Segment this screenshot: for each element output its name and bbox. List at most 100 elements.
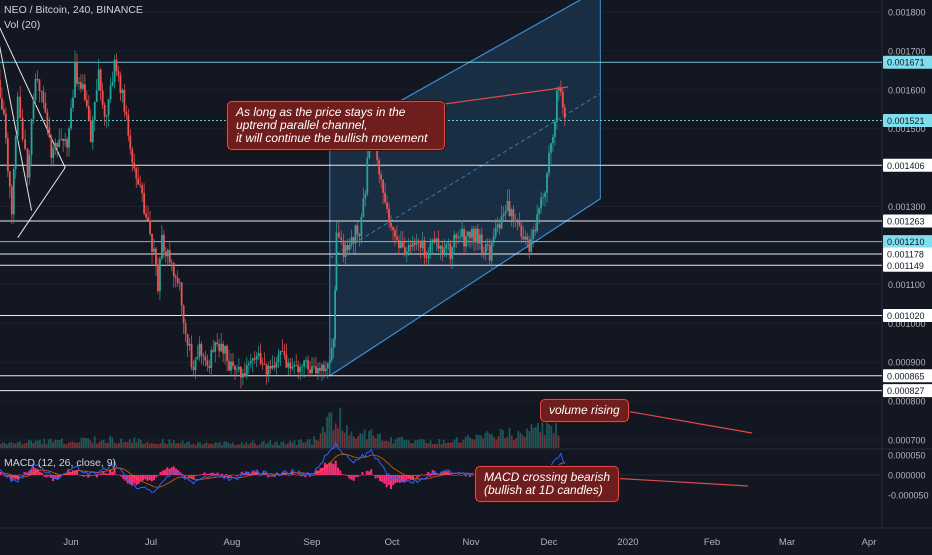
- volume-bar: [311, 444, 313, 448]
- macd-histogram-bar: [466, 474, 469, 476]
- macd-histogram-bar: [420, 474, 423, 475]
- candle-body: [463, 229, 465, 247]
- candle-body: [123, 90, 126, 112]
- volume-bar: [532, 428, 535, 448]
- candle-body: [328, 360, 331, 364]
- candle-body: [113, 59, 116, 82]
- candle-body: [415, 240, 418, 245]
- macd-histogram-bar: [74, 470, 76, 475]
- macd-histogram-bar: [302, 475, 305, 476]
- volume-bar: [153, 443, 155, 448]
- candle-body: [295, 364, 298, 366]
- macd-histogram-bar: [30, 469, 33, 475]
- level-label: 0.001020: [887, 311, 925, 321]
- candle-body: [60, 139, 63, 140]
- candle-body: [332, 339, 335, 348]
- candle-body: [91, 119, 94, 143]
- candle-body: [147, 217, 149, 221]
- macd-histogram-bar: [56, 475, 59, 480]
- candle-body: [542, 197, 544, 199]
- level-label: 0.001671: [887, 58, 925, 68]
- volume-bar: [348, 435, 351, 448]
- price-axis: 0.001800 0.001700 0.001600 0.001500 0.001300…: [0, 8, 926, 446]
- macd-histogram-bar: [238, 474, 241, 475]
- volume-annotation[interactable]: volume rising: [540, 399, 629, 422]
- macd-histogram-bar: [427, 471, 430, 475]
- candle-body: [279, 350, 282, 355]
- macd-histogram-bar: [422, 475, 425, 476]
- volume-bar: [100, 440, 103, 448]
- candle-body: [200, 343, 203, 356]
- candle-body: [135, 168, 138, 179]
- candle-body: [380, 174, 383, 180]
- candle-body: [550, 143, 552, 153]
- volume-bar: [205, 442, 208, 448]
- macd-histogram-bar: [372, 475, 375, 476]
- macd-histogram-bar: [157, 475, 160, 476]
- volume-bar: [278, 444, 280, 448]
- volume-bar: [157, 444, 160, 448]
- candle-body: [6, 138, 9, 172]
- macd-histogram-bar: [148, 475, 151, 481]
- price-tick-label: 0.001700: [888, 46, 926, 56]
- candle-body: [354, 225, 357, 243]
- time-tick-label: Feb: [704, 537, 720, 548]
- candle-body: [429, 243, 432, 253]
- macd-histogram-bar: [458, 474, 461, 475]
- candle-body: [283, 351, 286, 355]
- candle-body: [0, 79, 1, 99]
- volume-bar: [337, 428, 339, 448]
- candle-body: [309, 369, 311, 374]
- volume-bar: [63, 443, 65, 448]
- volume-bar: [216, 442, 219, 448]
- volume-bar: [379, 433, 381, 448]
- volume-bar: [190, 444, 193, 448]
- price-tick-label: 0.000800: [888, 397, 926, 407]
- volume-bar: [227, 442, 230, 448]
- candle-body: [293, 364, 296, 367]
- macd-histogram-bar: [1, 474, 4, 476]
- macd-histogram-bar: [205, 473, 208, 475]
- volume-bar: [429, 440, 432, 448]
- volume-bar: [96, 443, 98, 448]
- macd-histogram-bar: [453, 474, 456, 476]
- volume-bar: [265, 444, 267, 448]
- volume-bar: [436, 443, 438, 448]
- candle-body: [506, 200, 509, 212]
- level-label-box: [883, 308, 932, 322]
- volume-bar: [361, 433, 364, 448]
- volume-bar: [214, 442, 217, 448]
- macd-histogram-bar: [385, 475, 388, 488]
- candle-body: [334, 290, 337, 340]
- volume-bar: [196, 442, 199, 448]
- macd-histogram-bar: [253, 471, 256, 475]
- volume-bar: [161, 439, 164, 448]
- volume-bar: [117, 442, 120, 448]
- macd-histogram-bar: [407, 475, 410, 480]
- macd-histogram-bar: [27, 471, 30, 475]
- candle-body: [449, 243, 452, 260]
- candle-body: [532, 229, 535, 239]
- candle-body: [455, 234, 458, 239]
- candle-body: [459, 236, 462, 238]
- candle-body: [263, 364, 266, 365]
- macd-histogram-bar: [232, 474, 234, 476]
- volume-bar: [269, 440, 272, 448]
- candle-body: [121, 90, 124, 93]
- channel-annotation[interactable]: As long as the price stays in the uptren…: [227, 101, 445, 150]
- macd-annotation[interactable]: MACD crossing bearish (bullish at 1D can…: [475, 466, 620, 502]
- candle-body: [48, 127, 51, 138]
- volume-bar: [297, 440, 300, 448]
- level-label-box: [883, 258, 932, 272]
- candle-body: [99, 69, 102, 91]
- volume-bar: [177, 442, 180, 448]
- candle-body: [174, 276, 177, 279]
- level-label: 0.001521: [887, 116, 925, 126]
- candle-body: [137, 178, 140, 185]
- candle-body: [405, 251, 408, 255]
- candle-body: [471, 228, 473, 238]
- candle-body: [399, 241, 402, 249]
- level-label-box: [883, 369, 932, 383]
- level-label: 0.001178: [887, 250, 924, 260]
